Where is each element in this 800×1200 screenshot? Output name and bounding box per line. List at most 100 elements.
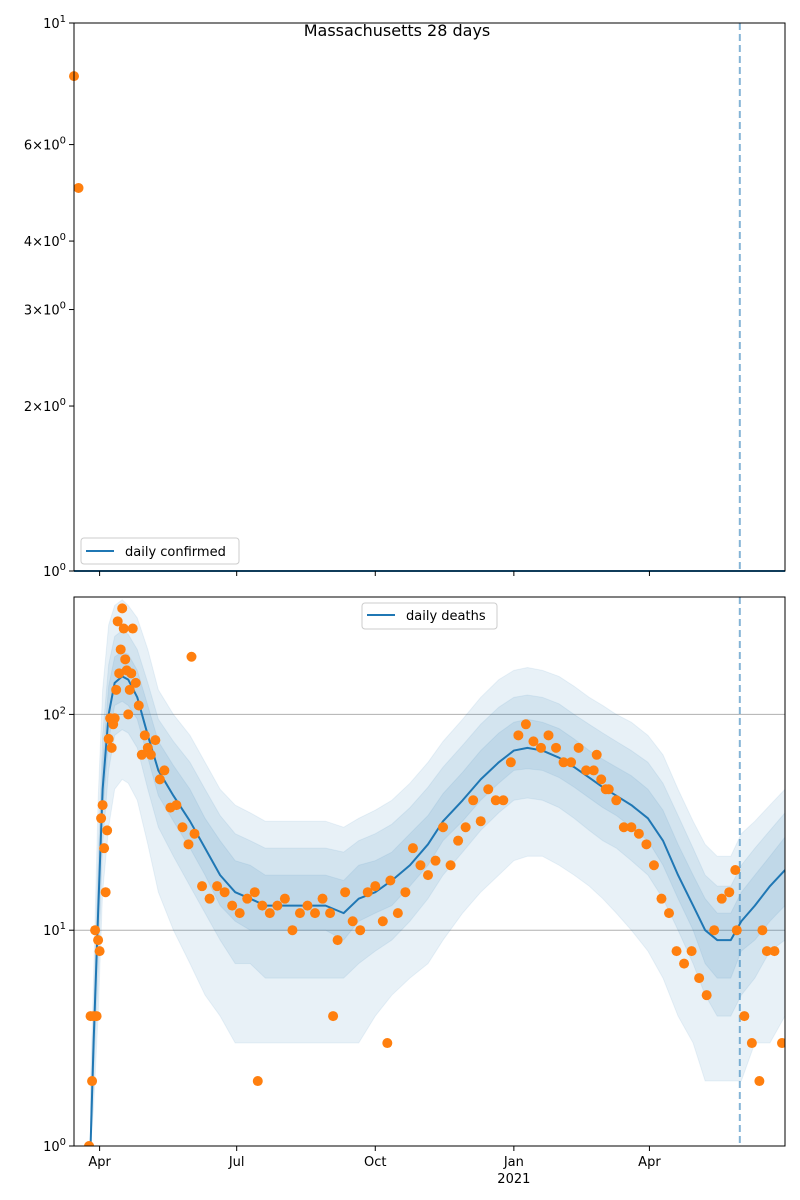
data-point <box>422 870 433 881</box>
data-point <box>400 887 411 898</box>
y-tick-label: 4×100 <box>24 232 66 250</box>
data-point <box>596 774 607 785</box>
data-point <box>171 800 182 811</box>
data-point <box>460 822 471 833</box>
data-point <box>438 822 449 833</box>
data-point <box>701 990 712 1001</box>
data-point <box>115 644 126 655</box>
data-point <box>392 908 403 919</box>
y-tick-label: 101 <box>43 921 66 939</box>
data-point <box>294 908 305 919</box>
data-point <box>325 908 336 919</box>
data-point <box>633 828 644 839</box>
data-point <box>618 822 629 833</box>
data-point <box>611 795 622 806</box>
data-point <box>468 795 479 806</box>
data-point <box>483 784 494 795</box>
data-point <box>189 828 200 839</box>
data-point <box>664 908 675 919</box>
deaths-grid <box>74 713 785 931</box>
deaths-legend: daily deaths <box>361 602 498 630</box>
data-point <box>626 822 637 833</box>
legend-box <box>361 602 498 630</box>
uncertainty-band <box>90 599 785 1146</box>
confirmed-axes: 100 2×100 3×100 4×100 6×100 101 <box>24 14 786 580</box>
data-point <box>566 757 577 768</box>
data-point <box>317 893 328 904</box>
data-point <box>96 813 107 824</box>
data-point <box>581 765 592 776</box>
data-point <box>242 893 253 904</box>
data-point <box>302 900 313 911</box>
data-point <box>535 742 546 753</box>
data-point <box>739 1011 750 1022</box>
data-point <box>591 749 602 760</box>
data-point <box>761 946 772 957</box>
data-point <box>746 1038 757 1049</box>
data-point <box>272 900 283 911</box>
data-point <box>656 893 667 904</box>
data-point <box>453 835 464 846</box>
data-point <box>186 651 197 662</box>
data-point <box>252 1076 263 1087</box>
data-point <box>407 843 418 854</box>
data-point <box>234 908 245 919</box>
deaths-axes: 100 101 102 Apr Jul Oct Jan 2021 Apr <box>43 596 786 1187</box>
confirmed-panel: 100 2×100 3×100 4×100 6×100 101 Massachusetts… <box>24 14 786 580</box>
confirmed-legend: daily confirmed <box>80 537 240 565</box>
x-tick-sublabel: 2021 <box>497 1172 530 1187</box>
data-point <box>505 757 516 768</box>
data-point <box>257 900 268 911</box>
data-point <box>102 825 113 836</box>
data-point <box>340 887 351 898</box>
data-point <box>328 1011 339 1022</box>
data-point <box>347 916 358 927</box>
data-point <box>84 1141 95 1146</box>
axes-frame <box>73 596 786 1147</box>
data-point <box>120 654 131 665</box>
data-point <box>183 839 194 850</box>
data-point <box>109 713 120 724</box>
data-point <box>91 1011 102 1022</box>
y-tick-label: 100 <box>43 562 66 580</box>
data-point <box>99 843 110 854</box>
uncertainty-band <box>90 629 785 1146</box>
data-point <box>776 1038 785 1049</box>
confirmed-plot-area <box>74 23 785 571</box>
data-point <box>219 887 230 898</box>
data-point <box>716 893 727 904</box>
data-point <box>130 677 141 688</box>
data-point <box>475 816 486 827</box>
x-tick-label: Apr <box>88 1155 111 1170</box>
data-point <box>136 749 147 760</box>
data-point <box>543 730 554 741</box>
data-point <box>754 1076 765 1087</box>
data-point <box>264 908 275 919</box>
data-point <box>730 865 741 876</box>
data-point <box>724 887 735 898</box>
data-point <box>671 946 682 957</box>
axes-frame <box>73 22 786 572</box>
data-point <box>90 925 101 936</box>
data-point <box>103 733 114 744</box>
y-tick-label: 101 <box>43 14 66 32</box>
data-point <box>757 925 768 936</box>
data-point <box>558 757 569 768</box>
data-point <box>87 1076 98 1087</box>
y-tick-label: 3×100 <box>24 301 66 319</box>
data-point <box>117 603 128 614</box>
data-point <box>197 881 208 892</box>
y-tick-label: 100 <box>43 1137 66 1155</box>
x-tick-label: Jul <box>228 1155 245 1170</box>
data-point <box>498 795 509 806</box>
legend-label-confirmed: daily confirmed <box>125 545 226 560</box>
data-point <box>362 887 373 898</box>
data-point <box>73 182 84 193</box>
y-tick-label: 2×100 <box>24 397 66 415</box>
data-point <box>641 839 652 850</box>
data-point <box>679 958 690 969</box>
uncertainty-band <box>90 651 785 1146</box>
data-point <box>528 736 539 747</box>
data-point <box>648 860 659 871</box>
